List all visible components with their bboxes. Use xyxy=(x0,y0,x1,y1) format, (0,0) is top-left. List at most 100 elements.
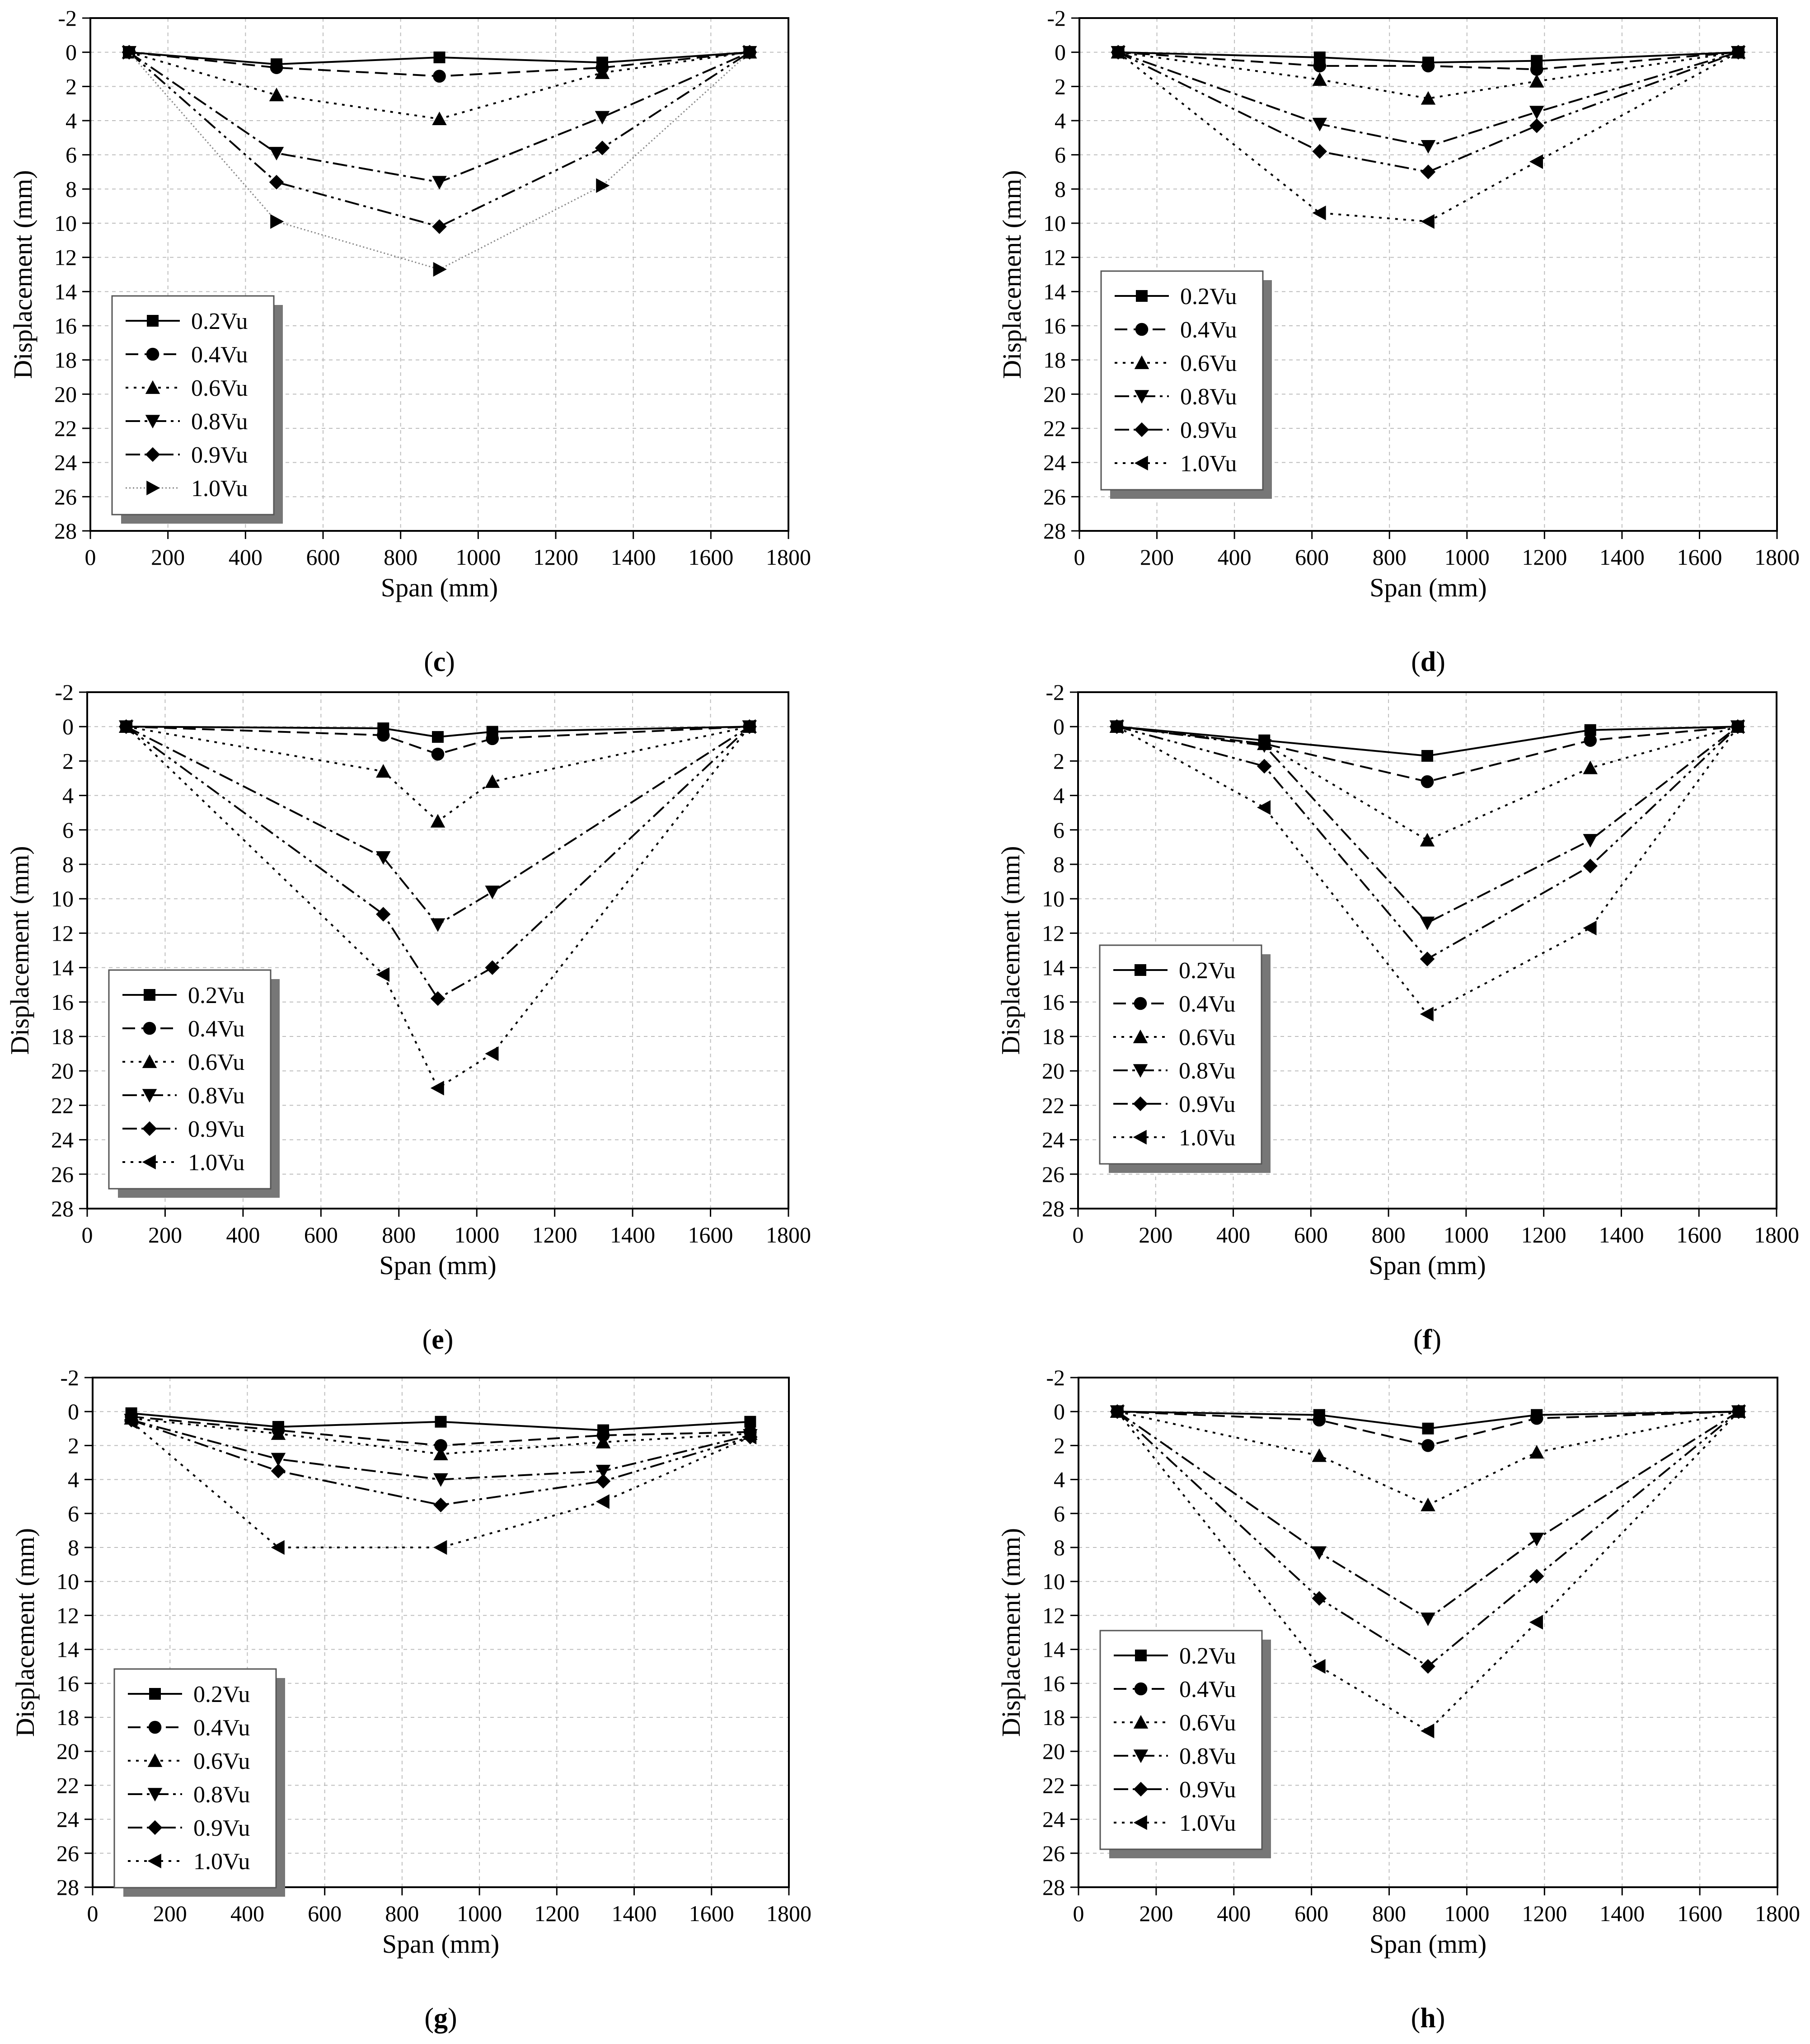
y-tick-label: 16 xyxy=(1043,313,1066,338)
legend-marker-0.8Vu xyxy=(142,1089,157,1103)
x-tick-label: 600 xyxy=(308,1901,342,1926)
x-tick-label: 400 xyxy=(1217,1901,1251,1926)
data-point-0.6Vu xyxy=(433,1446,448,1461)
x-tick-label: 800 xyxy=(1373,544,1407,570)
legend-marker-0.4Vu xyxy=(143,1022,156,1035)
series-line-0.9Vu xyxy=(126,726,750,1000)
legend-h: 0.2Vu 0.4Vu 0.6Vu 0.8Vu 0.9Vu 1.0Vu xyxy=(1099,1630,1271,1858)
legend-marker-0.2Vu xyxy=(1135,1650,1147,1661)
data-point-0.6Vu xyxy=(596,1435,611,1449)
y-tick-label: 26 xyxy=(56,1841,79,1866)
legend-label: 0.2Vu xyxy=(188,983,244,1008)
data-point-0.4Vu xyxy=(431,747,445,761)
legend-label: 0.2Vu xyxy=(1180,284,1237,309)
plot-frame xyxy=(89,17,789,532)
y-tick-label: 0 xyxy=(68,1399,79,1424)
y-tick-label: 0 xyxy=(1054,1399,1065,1424)
legend-marker-0.9Vu xyxy=(142,1121,157,1136)
x-tick-label: 800 xyxy=(1372,1901,1406,1926)
y-tick-label: 6 xyxy=(1054,1501,1065,1526)
data-point-0.2Vu xyxy=(432,731,444,743)
x-tick-label: 600 xyxy=(306,544,340,570)
y-axis-title: Displacement (mm) xyxy=(996,1528,1026,1737)
y-tick-label: 6 xyxy=(1053,817,1064,843)
x-tick-label: 1400 xyxy=(612,1901,657,1926)
y-tick-label: 2 xyxy=(1055,74,1066,99)
legend-marker-1.0Vu xyxy=(142,1154,156,1170)
y-tick-label: 8 xyxy=(1055,176,1066,202)
y-tick-label: 12 xyxy=(54,245,77,270)
series-line-1.0Vu xyxy=(125,726,750,1090)
data-point-0.6Vu xyxy=(1421,1497,1435,1511)
legend-marker-0.2Vu xyxy=(147,315,159,327)
data-point-0.4Vu xyxy=(1530,63,1543,76)
caption-letter: c xyxy=(433,647,446,677)
x-tick-label: 1000 xyxy=(457,1901,502,1926)
caption-close-paren: ) xyxy=(448,2003,457,2034)
legend-marker-0.8Vu xyxy=(1134,390,1149,404)
data-point-0.4Vu xyxy=(1313,1413,1326,1427)
x-tick-label: 800 xyxy=(385,1901,419,1926)
legend-marker-0.8Vu xyxy=(147,1788,163,1802)
caption-close-paren: ) xyxy=(1436,647,1445,677)
legend-marker-0.9Vu xyxy=(147,1820,163,1835)
x-tick-label: 0 xyxy=(87,1901,98,1926)
legend-marker-0.6Vu xyxy=(147,1753,163,1767)
y-tick-label: 12 xyxy=(51,920,74,946)
legend-marker-0.4Vu xyxy=(148,1721,162,1734)
legend-label: 0.2Vu xyxy=(1179,1643,1236,1669)
data-point-0.9Vu xyxy=(1583,858,1598,874)
legend-marker-1.0Vu xyxy=(1133,1130,1147,1145)
legend-label: 0.8Vu xyxy=(1179,1744,1236,1769)
series-0.2Vu xyxy=(120,721,755,743)
data-point-1.0Vu xyxy=(433,262,447,277)
data-point-1.0Vu xyxy=(1312,1659,1326,1674)
y-tick-label: 2 xyxy=(62,748,74,774)
y-tick-label: -2 xyxy=(55,680,74,705)
x-tick-label: 1000 xyxy=(1444,1901,1489,1926)
legend-label: 0.4Vu xyxy=(193,1715,250,1741)
data-point-0.8Vu xyxy=(269,147,284,161)
data-point-0.9Vu xyxy=(269,174,284,190)
y-tick-label: 28 xyxy=(54,518,77,544)
legend-label: 0.2Vu xyxy=(193,1682,250,1707)
x-axis-title: Span (mm) xyxy=(379,1251,496,1280)
y-tick-label: 12 xyxy=(1042,1603,1065,1628)
series-line-1.0Vu xyxy=(128,52,750,270)
legend-marker-0.9Vu xyxy=(1134,422,1149,437)
y-tick-label: 14 xyxy=(56,1637,79,1662)
x-tick-label: 1000 xyxy=(455,544,501,570)
y-tick-label: 12 xyxy=(1042,920,1064,946)
data-point-0.4Vu xyxy=(1421,1439,1435,1452)
legend-marker-0.4Vu xyxy=(1135,323,1149,336)
x-axis-title: Span (mm) xyxy=(382,1929,499,1959)
legend-label: 1.0Vu xyxy=(188,1150,244,1176)
data-point-0.6Vu xyxy=(432,111,447,126)
y-tick-label: 20 xyxy=(56,1739,79,1764)
series-1.0Vu xyxy=(123,45,757,277)
y-tick-label: 18 xyxy=(51,1024,74,1049)
data-point-0.8Vu xyxy=(433,1473,448,1487)
legend-marker-0.9Vu xyxy=(1133,1096,1148,1111)
legend-label: 0.4Vu xyxy=(191,342,248,368)
x-tick-label: 1800 xyxy=(766,1222,811,1247)
panel-caption: (f) xyxy=(1413,1324,1441,1355)
legend-marker-1.0Vu xyxy=(1134,455,1148,471)
y-tick-label: 14 xyxy=(54,279,77,304)
panel-caption: (c) xyxy=(424,647,455,677)
data-point-0.6Vu xyxy=(376,764,391,778)
legend-label: 0.9Vu xyxy=(193,1815,250,1841)
series-1.0Vu xyxy=(1111,45,1745,229)
data-point-0.6Vu xyxy=(485,774,500,788)
panel-c: 0 200 400 600 800 1000 1200 1400 1600 1800-202468… xyxy=(8,5,811,677)
y-tick-label: 16 xyxy=(1042,989,1064,1015)
y-tick-label: 8 xyxy=(66,176,77,202)
x-tick-label: 1400 xyxy=(1599,544,1645,570)
legend-marker-0.6Vu xyxy=(145,380,160,394)
legend-marker-0.2Vu xyxy=(1136,290,1148,302)
legend-label: 0.9Vu xyxy=(188,1116,244,1142)
legend-marker-1.0Vu xyxy=(146,480,160,496)
data-point-1.0Vu xyxy=(1109,719,1123,734)
legend-marker-0.2Vu xyxy=(149,1688,161,1700)
panel-g: 0 200 400 600 800 1000 1200 1400 1600 1800-202468… xyxy=(10,1365,811,2034)
